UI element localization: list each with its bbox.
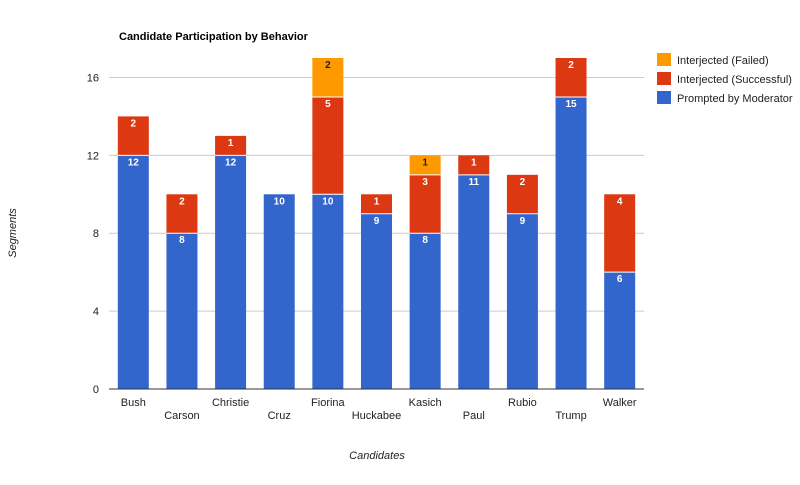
data-label: 8 bbox=[422, 235, 428, 246]
bar-christie-1 bbox=[215, 135, 247, 156]
x-tick-label: Rubio bbox=[508, 397, 537, 409]
y-axis-title: Segments bbox=[7, 208, 19, 258]
bar-huckabee-1 bbox=[361, 194, 392, 214]
x-tick-label: Carson bbox=[164, 410, 199, 422]
x-tick-label: Cruz bbox=[268, 410, 291, 422]
legend-swatch bbox=[657, 91, 671, 104]
legend-label: Interjected (Successful) bbox=[677, 74, 792, 86]
bar-bush-0 bbox=[117, 155, 149, 389]
bar-carson-0 bbox=[166, 233, 198, 389]
data-label: 12 bbox=[128, 157, 140, 168]
x-tick-label: Fiorina bbox=[311, 397, 346, 409]
bar-carson-1 bbox=[166, 194, 198, 234]
data-label: 2 bbox=[568, 60, 574, 71]
bar-kasich-1 bbox=[409, 174, 441, 234]
data-label: 6 bbox=[617, 274, 623, 285]
bar-walker-1 bbox=[604, 194, 636, 273]
bar-kasich-0 bbox=[409, 233, 441, 389]
chart-title: Candidate Participation by Behavior bbox=[119, 31, 309, 43]
data-label: 2 bbox=[131, 118, 137, 129]
legend-label: Prompted by Moderator bbox=[677, 93, 793, 105]
bar-fiorina-1 bbox=[312, 96, 344, 195]
bar-paul-0 bbox=[458, 174, 490, 389]
data-label: 12 bbox=[225, 157, 237, 168]
bar-paul-1 bbox=[458, 155, 490, 175]
x-tick-label: Walker bbox=[603, 397, 637, 409]
bar-fiorina-2 bbox=[312, 58, 344, 97]
x-tick-label: Christie bbox=[212, 397, 249, 409]
bar-trump-1 bbox=[555, 58, 587, 97]
data-label: 4 bbox=[617, 196, 623, 207]
data-label: 5 bbox=[325, 99, 331, 110]
bar-rubio-1 bbox=[506, 174, 538, 214]
bar-bush-1 bbox=[117, 116, 149, 156]
legend: Interjected (Failed) Interjected (Success… bbox=[657, 53, 793, 105]
data-label: 11 bbox=[468, 177, 479, 188]
x-tick-label: Paul bbox=[463, 410, 485, 422]
x-tick-label: Trump bbox=[555, 410, 586, 422]
data-label: 2 bbox=[179, 196, 185, 207]
y-tick-label: 4 bbox=[93, 306, 99, 318]
x-tick-label: Bush bbox=[121, 397, 146, 409]
data-label: 1 bbox=[471, 157, 477, 168]
bar-christie-0 bbox=[215, 155, 247, 389]
data-label: 9 bbox=[520, 216, 526, 227]
bar-rubio-0 bbox=[506, 213, 538, 389]
x-tick-label: Huckabee bbox=[352, 410, 402, 422]
data-label: 1 bbox=[228, 138, 234, 149]
data-label: 10 bbox=[274, 196, 286, 207]
data-label: 2 bbox=[325, 60, 331, 71]
y-tick-label: 0 bbox=[93, 384, 99, 396]
data-label: 1 bbox=[422, 157, 428, 168]
legend-label: Interjected (Failed) bbox=[677, 55, 769, 67]
data-label: 8 bbox=[179, 235, 185, 246]
data-label: 10 bbox=[322, 196, 334, 207]
x-tick-label: Kasich bbox=[409, 397, 442, 409]
bar-trump-0 bbox=[555, 96, 587, 390]
bars bbox=[117, 58, 636, 390]
legend-swatch bbox=[657, 53, 671, 66]
data-label: 9 bbox=[374, 216, 380, 227]
bar-kasich-2 bbox=[409, 155, 441, 175]
bar-cruz-0 bbox=[263, 194, 295, 389]
y-tick-label: 16 bbox=[87, 72, 99, 84]
bar-walker-0 bbox=[604, 272, 636, 389]
y-tick-label: 8 bbox=[93, 228, 99, 240]
y-tick-label: 12 bbox=[87, 150, 99, 162]
data-label: 1 bbox=[374, 196, 380, 207]
data-label: 2 bbox=[520, 177, 526, 188]
axes: 0481216BushCarsonChristieCruzFiorinaHuck… bbox=[87, 72, 644, 422]
data-label: 3 bbox=[422, 177, 428, 188]
data-label: 15 bbox=[565, 99, 577, 110]
bar-fiorina-0 bbox=[312, 194, 344, 389]
x-axis-title: Candidates bbox=[349, 450, 405, 462]
bar-huckabee-0 bbox=[361, 213, 392, 389]
legend-swatch bbox=[657, 72, 671, 85]
